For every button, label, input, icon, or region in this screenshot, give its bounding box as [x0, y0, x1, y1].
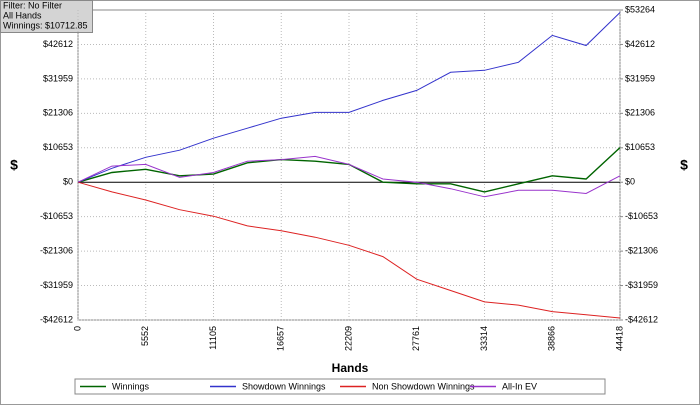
y-tick-label: -$10653 [40, 211, 73, 221]
info-text: All Hands [3, 10, 42, 20]
x-tick-label: 22209 [343, 326, 353, 351]
info-text: Winnings: $10712.85 [3, 20, 88, 30]
x-axis-label: Hands [332, 361, 369, 375]
y-tick-label: $0 [63, 177, 73, 187]
x-tick-label: 27761 [411, 326, 421, 351]
x-tick-label: 5552 [140, 326, 150, 346]
x-tick-label: 44418 [614, 326, 624, 351]
legend-label: All-In EV [502, 381, 537, 391]
y-tick-label: $21306 [43, 108, 73, 118]
y2-tick-label: -$21306 [625, 245, 658, 255]
y2-tick-label: $53264 [625, 4, 655, 14]
y2-tick-label: -$42612 [625, 314, 658, 324]
x-tick-label: 16657 [276, 326, 286, 351]
x-tick-label: 33314 [479, 326, 489, 351]
y2-tick-label: $0 [625, 177, 635, 187]
x-tick-label: 0 [72, 326, 82, 331]
y2-tick-label: $42612 [625, 39, 655, 49]
y2-tick-label: -$10653 [625, 211, 658, 221]
y2-tick-label: $10653 [625, 142, 655, 152]
y-tick-label: $10653 [43, 142, 73, 152]
info-text: Filter: No Filter [3, 0, 62, 10]
y-axis-label: $ [10, 157, 18, 173]
x-tick-label: 38866 [547, 326, 557, 351]
x-tick-label: 11105 [208, 326, 218, 350]
y-tick-label: $31959 [43, 73, 73, 83]
legend-label: Non Showdown Winnings [372, 381, 475, 391]
series-line [77, 12, 621, 183]
y2-tick-label: -$31959 [625, 280, 658, 290]
y-tick-label: -$42612 [40, 314, 73, 324]
info-box [0, 0, 93, 33]
y-tick-label: $42612 [43, 39, 73, 49]
y-tick-label: -$31959 [40, 280, 73, 290]
series-line [77, 181, 621, 319]
y2-axis-label: $ [680, 157, 688, 173]
legend-label: Winnings [112, 381, 150, 391]
y2-tick-label: $21306 [625, 108, 655, 118]
y-tick-label: -$21306 [40, 245, 73, 255]
y2-tick-label: $31959 [625, 73, 655, 83]
series-line [77, 155, 621, 198]
legend-label: Showdown Winnings [242, 381, 326, 391]
